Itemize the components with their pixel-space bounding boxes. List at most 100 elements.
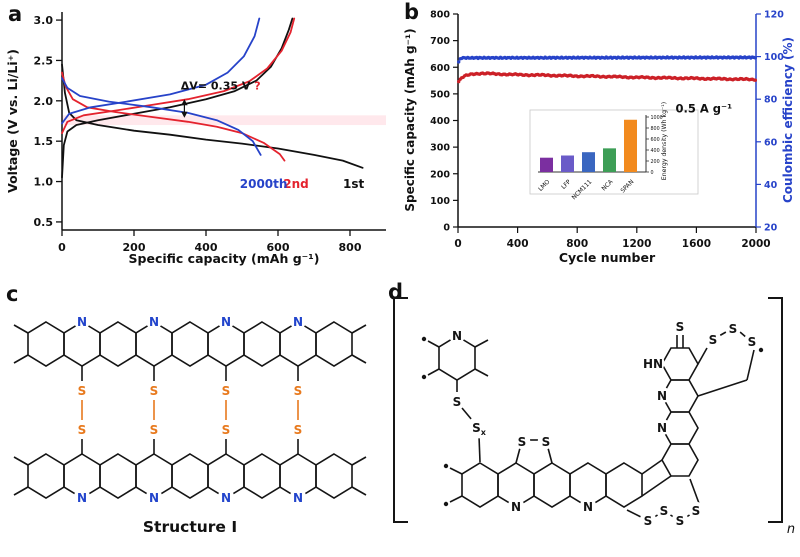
rate-annotation: 0.5 A g⁻¹ xyxy=(676,102,733,116)
atom-label-N: N xyxy=(657,421,667,435)
ring xyxy=(171,453,209,499)
bond xyxy=(13,456,29,466)
x-tick-label: 400 xyxy=(195,241,218,254)
atom-halo xyxy=(145,312,163,330)
atom-halo xyxy=(145,381,163,399)
inset-tick-label: 1000 xyxy=(651,115,663,121)
ring xyxy=(315,453,353,499)
left-tick-label: 600 xyxy=(430,63,450,74)
y-tick-label: 1.0 xyxy=(34,176,54,189)
y-axis-title: Voltage (V vs. Li/Li⁺) xyxy=(5,49,20,193)
x-tick-label: 0 xyxy=(58,241,66,254)
atom-label-N: N xyxy=(293,315,303,329)
right-tick-label: 80 xyxy=(764,95,778,106)
bond xyxy=(13,324,29,334)
series-label-2000th: 2000th xyxy=(240,177,288,191)
atom-halo xyxy=(537,432,555,450)
ring xyxy=(315,321,353,367)
inset-bar-LMO xyxy=(540,157,553,172)
atom-halo xyxy=(289,488,307,506)
right-tick-label: 60 xyxy=(764,137,778,148)
atom-halo xyxy=(73,381,91,399)
efficiency-point xyxy=(457,60,461,64)
bond xyxy=(689,478,701,507)
bond xyxy=(547,447,553,464)
atom-halo xyxy=(641,351,665,375)
atom-halo xyxy=(653,418,671,436)
atom-label-S: S xyxy=(542,435,551,449)
atom-halo xyxy=(73,312,91,330)
ring xyxy=(27,321,65,367)
ring xyxy=(243,321,281,367)
inset-bar-NCM111 xyxy=(582,152,595,172)
atom-label-S: S xyxy=(78,423,87,437)
right-tick-label: 40 xyxy=(764,180,778,191)
bond xyxy=(478,435,481,463)
atom-label-N: N xyxy=(149,491,159,505)
left-tick-label: 200 xyxy=(430,169,450,180)
left-tick-label: 500 xyxy=(430,89,450,100)
bond xyxy=(626,509,642,518)
ring xyxy=(661,443,699,477)
ring xyxy=(99,453,137,499)
structure-caption: Structure I xyxy=(143,518,237,536)
radical-dot xyxy=(443,463,449,469)
atom-halo xyxy=(145,420,163,438)
inset-tick-label: 800 xyxy=(651,126,660,132)
left-axis-title: Specific capacity (mAh g⁻¹) xyxy=(403,28,417,211)
atom-halo xyxy=(704,330,722,348)
series-2000th-charge xyxy=(61,17,261,125)
inset-tick-label: 0 xyxy=(651,170,654,176)
y-tick-label: 0.5 xyxy=(34,216,54,229)
bond xyxy=(449,467,463,475)
bond xyxy=(427,368,440,376)
atom-label-S: S xyxy=(518,435,527,449)
left-tick-label: 800 xyxy=(430,10,450,21)
bond xyxy=(461,407,473,421)
right-axis-title: Coulombic efficiency (%) xyxy=(781,37,795,203)
structure-c-drawing: N N N N N N N N S S S S S S S S Structure I xyxy=(13,312,367,536)
atom-label-S: S xyxy=(748,335,757,349)
atom-halo xyxy=(73,488,91,506)
bond xyxy=(641,475,672,497)
series-label-2nd: 2nd xyxy=(283,177,308,191)
atom-label-S: S xyxy=(294,423,303,437)
atom-label-S: S xyxy=(660,504,669,518)
left-tick-label: 300 xyxy=(430,143,450,154)
bond xyxy=(474,339,489,348)
inset-y-axis-title: Energy density (Wh kg⁻¹) xyxy=(661,102,668,180)
ring xyxy=(533,462,571,508)
atom-halo xyxy=(513,432,531,450)
bond xyxy=(641,459,663,475)
atom-label-S: S xyxy=(150,384,159,398)
atom-label-HN: HN xyxy=(643,357,663,371)
y-tick-label: 2.5 xyxy=(34,54,54,67)
left-tick-label: 700 xyxy=(430,36,450,47)
atom-label-N: N xyxy=(221,491,231,505)
bond xyxy=(351,354,367,364)
x-tick-label: 600 xyxy=(267,241,290,254)
delta-v-question-mark: ? xyxy=(250,80,260,93)
x-tick-label: 1600 xyxy=(682,238,711,250)
bond xyxy=(697,379,748,397)
atom-halo xyxy=(639,511,657,529)
atom-halo xyxy=(289,420,307,438)
atom-halo xyxy=(743,332,761,350)
atom-halo xyxy=(145,488,163,506)
series-2nd-discharge xyxy=(61,71,286,162)
atom-halo xyxy=(448,392,466,410)
series-1st-charge xyxy=(61,17,294,179)
atom-label-S: S xyxy=(709,333,718,347)
atom-label-S: S xyxy=(729,322,738,336)
atom-halo xyxy=(217,420,235,438)
y-tick-label: 3.0 xyxy=(34,14,54,27)
atom-subscript: x xyxy=(481,428,487,437)
atom-label-S: S xyxy=(453,395,462,409)
efficiency-point xyxy=(753,56,757,60)
inset-bar-SPAN xyxy=(624,119,637,172)
atom-label-S: S xyxy=(222,423,231,437)
x-tick-label: 800 xyxy=(566,238,588,250)
inset-tick-label: 600 xyxy=(651,137,660,143)
y-tick-label: 1.5 xyxy=(34,135,54,148)
atom-label-N: N xyxy=(511,500,521,514)
